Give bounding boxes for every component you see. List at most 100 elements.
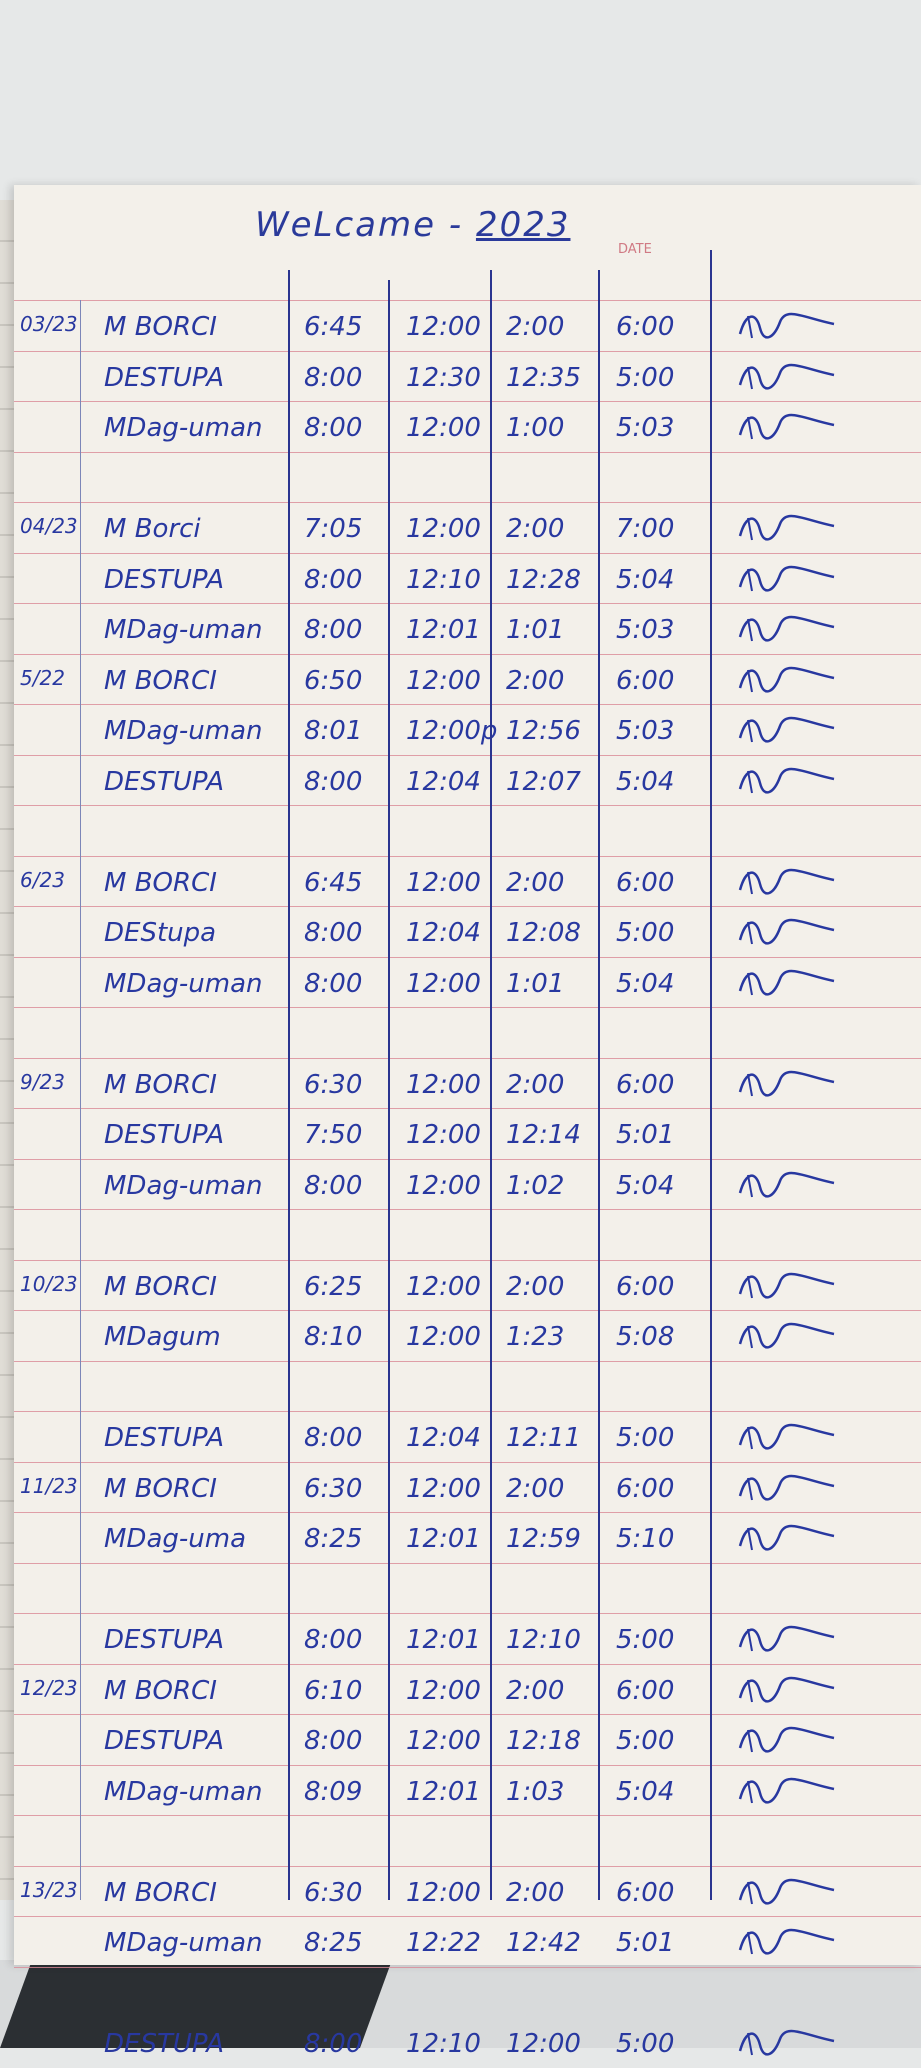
time-t3: 2:00 [506,312,565,342]
time-t2: 12:00 [406,1069,481,1100]
ruled-line [14,502,921,503]
time-t1: 6:30 [304,1069,363,1100]
time-t1: 8:00 [304,2029,363,2059]
ruled-line [14,1613,921,1614]
time-t3: 2:00 [506,1069,565,1100]
ruled-line [14,906,921,907]
table-row: MDag-uman 8:01 12:00p 12:56 5:03 [14,704,921,754]
ruled-line [14,350,921,352]
time-t1: 6:10 [304,1675,363,1706]
ruled-line [14,1108,921,1109]
entry-date: 10/23 [20,1271,78,1296]
time-t3: 2:00 [506,1877,565,1908]
ruled-line [14,1865,921,1867]
time-t3: 12:42 [506,1928,581,1958]
signature [734,1672,844,1715]
table-row: MDag-uman 8:00 12:01 1:01 5:03 [14,603,921,653]
table-row: 11/23 M BORCI 6:30 12:00 2:00 6:00 [14,1462,921,1512]
column-divider [490,270,492,1900]
time-t4: 5:10 [616,1524,675,1554]
table-row: DESTUPA 8:00 12:10 12:00 5:00 [14,2017,921,2067]
time-t1: 8:00 [304,1170,363,1201]
staff-name: M Borci [104,514,201,544]
time-t2: 12:01 [406,1625,481,1655]
time-t4: 6:00 [616,312,675,342]
staff-name: DEStupa [104,918,217,948]
time-t4: 5:04 [616,1170,675,1201]
signature [734,864,844,907]
table-row: MDag-uma 8:25 12:01 12:59 5:10 [14,1512,921,1562]
staff-name: MDagum [104,1322,221,1352]
table-row [14,452,921,502]
time-t3: 12:11 [506,1423,581,1453]
entry-date: 04/23 [20,514,78,538]
time-t3: 1:00 [506,413,565,443]
time-t2: 12:04 [406,918,481,948]
ruled-line [14,1461,921,1463]
time-t3: 1:23 [506,1322,565,1352]
signature [734,1167,844,1210]
ruled-line [14,1007,921,1008]
time-t2: 12:01 [406,1776,481,1807]
entry-date: 12/23 [20,1675,78,1700]
signature [734,1621,844,1664]
staff-name: M BORCI [104,312,217,342]
time-t1: 6:45 [304,312,363,342]
time-t2: 12:00 [406,867,481,898]
ruled-line [14,1815,921,1816]
signature [734,1470,844,1513]
time-t3: 12:35 [506,362,581,393]
column-divider [80,300,81,1900]
time-t1: 6:45 [304,867,363,898]
time-t1: 8:10 [304,1322,363,1352]
signature [734,965,844,1008]
ruled-line [14,1158,921,1160]
staff-name: MDag-uman [104,1170,263,1201]
time-t1: 8:00 [304,918,363,948]
ruled-line [14,805,921,806]
ruled-line [14,1259,921,1261]
signature [734,1722,844,1765]
time-t2: 12:10 [406,564,481,595]
table-row: 6/23 M BORCI 6:45 12:00 2:00 6:00 [14,856,921,906]
time-t1: 6:50 [304,665,363,696]
time-t2: 12:01 [406,1524,481,1554]
time-t2: 12:01 [406,615,481,645]
time-t2: 12:00p [406,716,498,746]
signature [734,611,844,654]
time-t2: 12:00 [406,312,481,342]
entry-date: 03/23 [20,312,78,336]
staff-name: DESTUPA [104,362,225,393]
time-t4: 5:00 [616,1625,675,1655]
time-t2: 12:10 [406,2029,481,2059]
time-t2: 12:00 [406,665,481,696]
staff-name: MDag-uman [104,1776,263,1807]
time-t1: 8:00 [304,1423,363,1453]
table-row [14,1563,921,1613]
time-t4: 5:00 [616,1726,675,1756]
time-t4: 6:00 [616,1473,675,1504]
table-row: DESTUPA 8:00 12:01 12:10 5:00 [14,1613,921,1663]
time-t3: 1:03 [506,1776,565,1807]
ruled-line [14,451,921,453]
time-t2: 12:00 [406,1271,481,1302]
time-t4: 5:00 [616,1423,675,1453]
column-divider [598,270,600,1900]
signature [734,712,844,755]
entry-date: 5/22 [20,665,65,690]
time-t3: 1:02 [506,1170,565,1201]
ruled-line [14,704,921,705]
time-t3: 2:00 [506,665,565,696]
page-title: WeLcame - 2023 [255,205,570,245]
signature [734,1318,844,1361]
time-t2: 12:04 [406,766,481,797]
staff-name: M BORCI [104,867,217,898]
time-t4: 5:04 [616,766,675,797]
table-row: MDag-uman 8:09 12:01 1:03 5:04 [14,1765,921,1815]
time-t3: 12:56 [506,716,581,746]
time-t4: 6:00 [616,1271,675,1302]
table-row: MDag-uman 8:00 12:00 1:01 5:04 [14,957,921,1007]
ruled-line [14,855,921,857]
table-row: DESTUPA 7:50 12:00 12:14 5:01 [14,1108,921,1158]
staff-name: MDag-uman [104,716,263,746]
